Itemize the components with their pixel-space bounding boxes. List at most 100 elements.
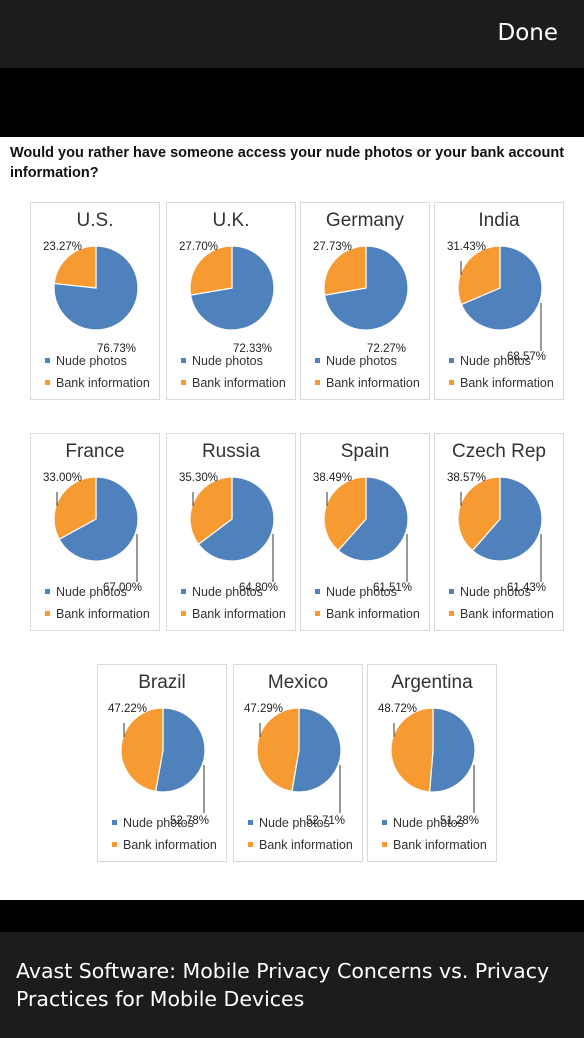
pie-slice-nude-photos — [291, 707, 342, 793]
pie-chart — [53, 476, 139, 582]
legend-swatch — [45, 611, 50, 617]
legend-label: Bank information — [56, 376, 150, 390]
pie-slice-bank-information — [457, 245, 501, 306]
legend-label: Bank information — [192, 376, 286, 390]
legend-nude-photos: Nude photos — [45, 585, 127, 599]
nude-percent-label: 61.43% — [507, 582, 547, 594]
legend-bank-information: Bank information — [248, 838, 353, 852]
legend-nude-photos: Nude photos — [449, 585, 531, 599]
nude-percent-label: 67.00% — [103, 582, 143, 594]
chart-title: France — [65, 441, 125, 462]
pie-slice-bank-information — [390, 707, 434, 793]
legend-label: Bank information — [393, 838, 487, 852]
pie-chart — [457, 476, 543, 582]
pie-slice-bank-information — [323, 245, 367, 296]
pie-chart-panel: Czech Rep 38.57% 61.43% Nude photos Bank inf… — [434, 433, 564, 631]
bank-percent-label: 33.00% — [43, 472, 83, 484]
legend-label: Bank information — [56, 607, 150, 621]
legend-label: Nude photos — [192, 585, 263, 599]
pie-chart-panel: France 33.00% 67.00% Nude photos Bank inform… — [30, 433, 160, 631]
survey-question: Would you rather have someone access you… — [10, 145, 565, 181]
legend-swatch — [112, 820, 117, 826]
legend-swatch — [449, 358, 454, 364]
bank-percent-label: 38.49% — [313, 472, 353, 484]
pie-chart — [323, 476, 409, 582]
legend-label: Nude photos — [56, 354, 127, 368]
legend-label: Bank information — [326, 376, 420, 390]
legend-label: Bank information — [192, 607, 286, 621]
legend-nude-photos: Nude photos — [315, 585, 397, 599]
chart-title: Russia — [201, 441, 261, 462]
pie-slice-bank-information — [53, 476, 97, 541]
nude-percent-label: 61.51% — [373, 582, 413, 594]
legend-label: Nude photos — [56, 585, 127, 599]
legend-label: Bank information — [326, 607, 420, 621]
pie-slice-nude-photos — [460, 245, 543, 331]
legend-bank-information: Bank information — [315, 607, 420, 621]
legend-swatch — [382, 842, 387, 848]
legend-bank-information: Bank information — [382, 838, 487, 852]
chart-title: Spain — [340, 441, 390, 462]
pie-chart — [189, 245, 275, 331]
nude-percent-label: 72.27% — [367, 343, 407, 355]
pie-chart-panel: Russia 35.30% 64.80% Nude photos Bank inform… — [166, 433, 296, 631]
top-navigation-bar: Done — [0, 0, 584, 68]
legend-bank-information: Bank information — [449, 607, 554, 621]
legend-bank-information: Bank information — [181, 376, 286, 390]
pie-chart-panel: Brazil 47.22% 52.78% Nude photos Bank inform… — [97, 664, 227, 862]
pie-chart — [390, 707, 476, 813]
nude-percent-label: 52.71% — [306, 815, 346, 827]
bank-percent-label: 47.29% — [244, 703, 284, 715]
legend-bank-information: Bank information — [45, 607, 150, 621]
legend-swatch — [315, 589, 320, 595]
bank-percent-label: 31.43% — [447, 241, 487, 253]
chart-title: Brazil — [138, 672, 186, 693]
pie-slice-nude-photos — [471, 476, 543, 562]
chart-title: U.K. — [212, 210, 250, 231]
legend-swatch — [248, 842, 253, 848]
pie-slice-bank-information — [53, 245, 97, 289]
legend-label: Nude photos — [192, 354, 263, 368]
legend-label: Nude photos — [460, 585, 531, 599]
legend-swatch — [112, 842, 117, 848]
legend-label: Nude photos — [123, 816, 194, 830]
bank-percent-label: 38.57% — [447, 472, 487, 484]
pie-chart — [120, 707, 206, 813]
pie-chart-panel: Spain 38.49% 61.51% Nude photos Bank informa… — [300, 433, 430, 631]
chart-title: U.S. — [76, 210, 114, 231]
legend-label: Nude photos — [326, 585, 397, 599]
chart-title: Czech Rep — [452, 441, 546, 462]
legend-nude-photos: Nude photos — [449, 354, 531, 368]
nude-percent-label: 72.33% — [233, 343, 273, 355]
nude-percent-label: 76.73% — [97, 343, 137, 355]
legend-nude-photos: Nude photos — [112, 816, 194, 830]
nude-percent-label: 51.28% — [440, 815, 480, 827]
pie-chart-panel: Argentina 48.72% 51.28% Nude photos Bank inf… — [367, 664, 497, 862]
bank-percent-label: 48.72% — [378, 703, 418, 715]
legend-label: Bank information — [460, 607, 554, 621]
chart-title: Germany — [325, 210, 405, 231]
legend-swatch — [315, 611, 320, 617]
legend-swatch — [315, 380, 320, 386]
pie-slice-nude-photos — [155, 707, 206, 793]
pie-slice-bank-information — [189, 476, 233, 546]
caption-bar: Avast Software: Mobile Privacy Concerns … — [0, 932, 584, 1038]
bank-percent-label: 47.22% — [108, 703, 148, 715]
done-button[interactable]: Done — [497, 20, 558, 46]
pie-chart — [256, 707, 342, 813]
legend-nude-photos: Nude photos — [315, 354, 397, 368]
legend-nude-photos: Nude photos — [382, 816, 464, 830]
legend-swatch — [45, 358, 50, 364]
pie-chart-panel: India 31.43% 68.57% Nude photos Bank informa… — [434, 202, 564, 400]
legend-swatch — [382, 820, 387, 826]
chart-title: Argentina — [391, 672, 473, 693]
legend-swatch — [181, 589, 186, 595]
pie-chart-panel: Germany 27.73% 72.27% Nude photos Bank infor… — [300, 202, 430, 400]
nude-percent-label: 64.80% — [239, 582, 279, 594]
pie-slice-bank-information — [256, 707, 300, 793]
legend-swatch — [449, 589, 454, 595]
bank-percent-label: 23.27% — [43, 241, 83, 253]
pie-slice-nude-photos — [197, 476, 275, 562]
pie-chart-panel: Mexico 47.29% 52.71% Nude photos Bank inform… — [233, 664, 363, 862]
chart-title: Mexico — [267, 672, 329, 693]
